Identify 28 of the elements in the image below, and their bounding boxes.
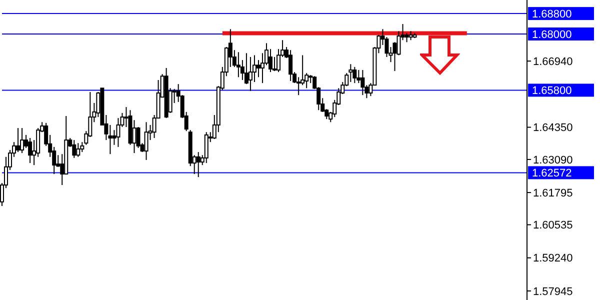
- candlestick: [288, 50, 293, 82]
- candlestick: [256, 60, 260, 78]
- ref-line-label: 1.68000: [532, 28, 572, 41]
- candlestick: [16, 128, 20, 153]
- candlestick: [348, 64, 353, 83]
- candlestick: [204, 132, 208, 164]
- ref-line-label: 1.62572: [532, 168, 572, 180]
- y-tick-label: 1.59240: [533, 252, 573, 265]
- candlestick: [132, 120, 136, 154]
- y-tick-label: 1.61795: [533, 187, 573, 200]
- candlestick: [76, 142, 80, 158]
- candlestick: [360, 70, 365, 96]
- y-tick-label: 1.57945: [533, 286, 573, 298]
- candlestick: [28, 137, 32, 164]
- candlestick: [144, 122, 148, 160]
- y-tick-label: 1.60535: [533, 220, 573, 232]
- ref-line-label: 1.68800: [532, 8, 572, 21]
- candlestick: [248, 56, 252, 92]
- ref-line-label: 1.65800: [532, 85, 572, 98]
- y-tick-label: 1.66940: [533, 56, 573, 68]
- candlestick: [196, 152, 200, 178]
- y-tick-label: 1.64350: [533, 122, 573, 134]
- candlestick: [356, 70, 361, 84]
- candlestick: [352, 66, 357, 84]
- candlestick: [72, 140, 76, 158]
- y-tick-label: 1.63090: [533, 154, 573, 166]
- candlestick: [236, 52, 240, 78]
- candlestick: [20, 128, 24, 154]
